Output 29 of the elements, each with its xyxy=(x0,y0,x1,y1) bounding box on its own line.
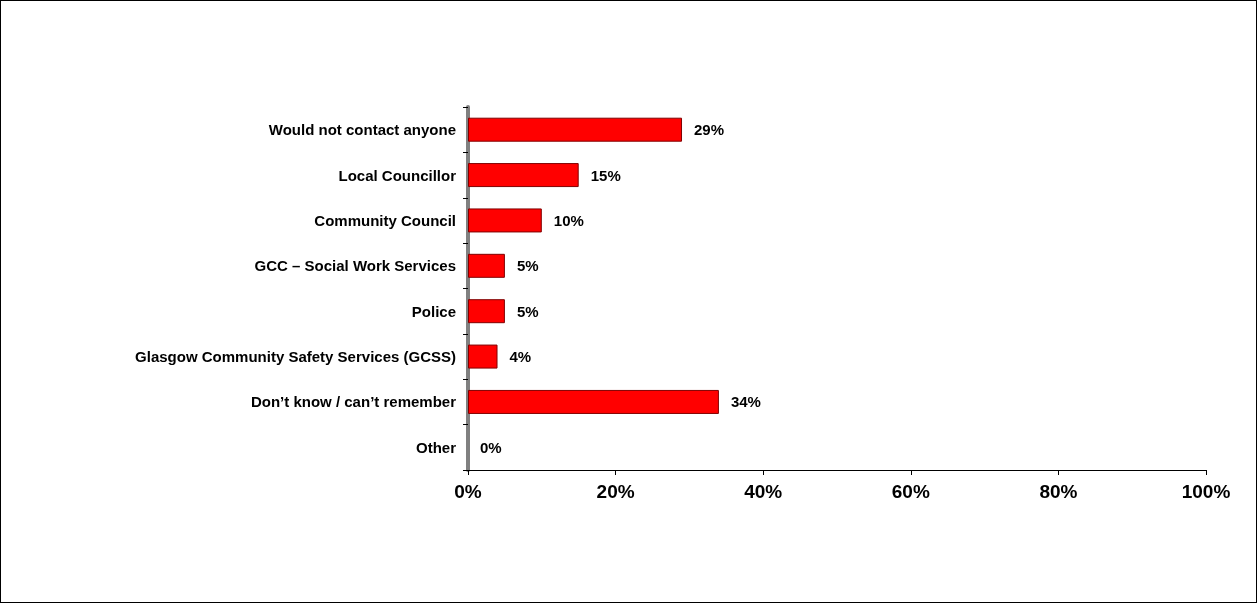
data-label: 4% xyxy=(509,348,532,366)
y-tick-label: Don’t know / can’t remember xyxy=(250,393,457,411)
y-tick-label: GCC – Social Work Services xyxy=(254,257,456,275)
bar xyxy=(468,163,579,188)
bar xyxy=(468,253,505,278)
x-tick-label: 100% xyxy=(1181,481,1231,502)
x-tick-label: 80% xyxy=(1039,481,1078,502)
data-label: 10% xyxy=(553,211,584,229)
y-tick-label: Police xyxy=(411,302,456,320)
y-tick-label: Community Council xyxy=(314,211,456,229)
data-label: 15% xyxy=(590,166,621,184)
data-label: 34% xyxy=(730,393,761,411)
y-tick-label: Other xyxy=(415,438,457,456)
x-tick-label: 20% xyxy=(596,481,635,502)
bar xyxy=(468,389,719,414)
bar xyxy=(468,299,505,324)
y-tick-label: Would not contact anyone xyxy=(268,121,456,139)
data-label: 29% xyxy=(694,121,725,139)
data-label: 5% xyxy=(516,257,539,275)
y-tick-label: Glasgow Community Safety Services (GCSS) xyxy=(135,348,456,366)
bar xyxy=(468,117,683,142)
bar xyxy=(468,344,498,369)
x-tick-label: 0% xyxy=(454,481,482,502)
x-tick-label: 60% xyxy=(891,481,930,502)
data-label: 0% xyxy=(480,438,502,456)
y-tick-label: Local Councillor xyxy=(338,166,457,184)
x-tick-label: 40% xyxy=(744,481,783,502)
bar xyxy=(468,208,542,233)
data-label: 5% xyxy=(516,302,539,320)
